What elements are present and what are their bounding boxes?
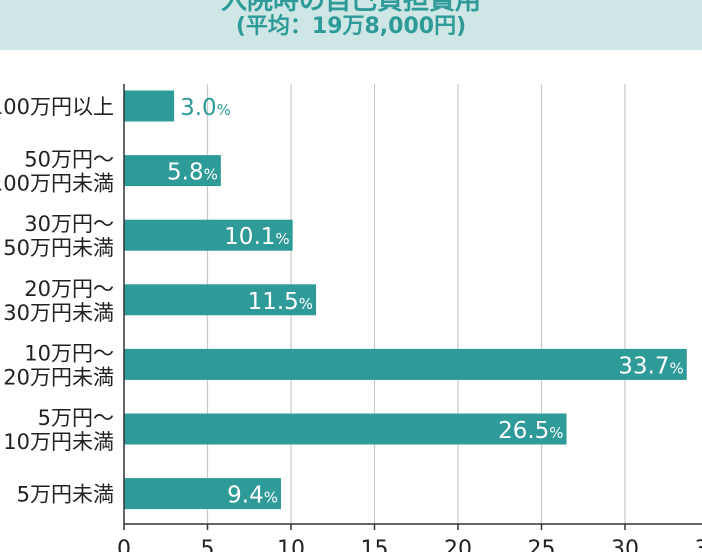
category-label: 5万円未満 — [17, 483, 114, 507]
x-tick-label: 15 — [361, 537, 389, 552]
category-label: 5万円〜 — [38, 406, 114, 430]
category-label: 50万円未満 — [3, 236, 114, 260]
title-band: 入院時の自己負担費用 (平均：19万8,000円) — [0, 0, 702, 50]
category-label: 20万円〜 — [24, 277, 114, 301]
bar-value-label: 10.1% — [224, 224, 289, 250]
chart-title: 入院時の自己負担費用 — [220, 0, 481, 16]
bar-value-label: 33.7% — [618, 353, 683, 379]
x-tick-label: 35 — [695, 537, 702, 552]
category-label: 30万円〜 — [24, 212, 114, 236]
category-label: 20万円未満 — [3, 365, 114, 389]
bar — [124, 155, 221, 187]
category-label: 10万円〜 — [24, 341, 114, 365]
chart-subtitle: (平均：19万8,000円) — [235, 14, 467, 39]
category-label: 50万円〜 — [24, 148, 114, 172]
x-tick-label: 5 — [201, 537, 215, 552]
bar — [124, 284, 317, 316]
bar-value-label: 5.8% — [167, 160, 218, 186]
bar-value-label: 11.5% — [248, 289, 313, 315]
bar — [124, 90, 175, 122]
bar — [124, 348, 687, 380]
bar-value-label: 3.0% — [180, 95, 231, 121]
category-label: 10万円未満 — [3, 430, 114, 454]
x-tick-label: 30 — [611, 537, 639, 552]
category-label: 30万円未満 — [3, 301, 114, 325]
category-label: 100万円以上 — [0, 95, 114, 119]
bar-value-label: 9.4% — [227, 483, 278, 509]
bar-value-label: 26.5% — [498, 418, 563, 444]
x-tick-label: 0 — [117, 537, 131, 552]
category-label: 100万円未満 — [0, 172, 114, 196]
x-tick-label: 20 — [444, 537, 472, 552]
bar — [124, 478, 281, 510]
x-tick-label: 25 — [528, 537, 556, 552]
bar — [124, 219, 293, 251]
x-tick-label: 10 — [277, 537, 305, 552]
bar — [124, 413, 567, 445]
